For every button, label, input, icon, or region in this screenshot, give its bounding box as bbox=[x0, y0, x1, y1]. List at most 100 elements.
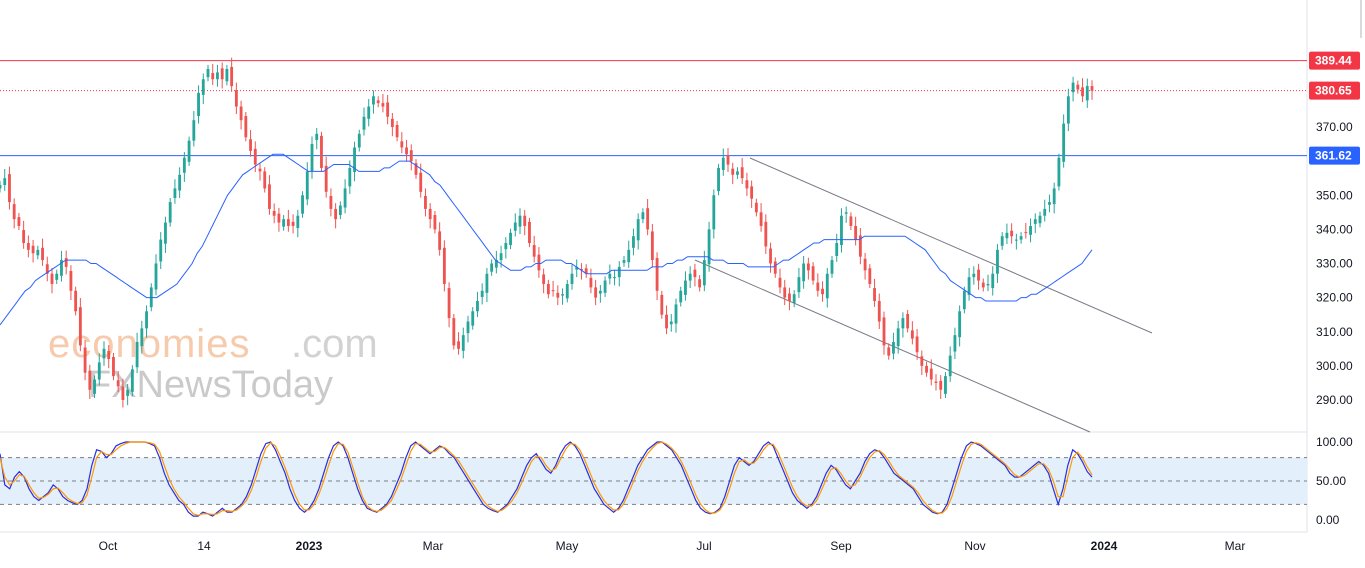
candle-body bbox=[50, 273, 54, 284]
candle-body bbox=[305, 171, 309, 200]
candle-body bbox=[603, 280, 607, 293]
candle-body bbox=[452, 318, 456, 346]
candle-body bbox=[882, 317, 886, 346]
candle-body bbox=[792, 294, 796, 304]
candle-body bbox=[0, 185, 2, 189]
candle-body bbox=[93, 379, 96, 394]
candle-body bbox=[863, 258, 867, 271]
candle-body bbox=[688, 273, 692, 281]
time-tick-label: Mar bbox=[423, 539, 444, 553]
candle-body bbox=[405, 147, 408, 155]
candle-body bbox=[102, 348, 106, 359]
candle-body bbox=[178, 174, 182, 191]
candle-body bbox=[721, 157, 725, 170]
candle-body bbox=[22, 230, 26, 244]
candle-body bbox=[991, 273, 995, 289]
candle-body bbox=[1085, 86, 1089, 101]
candle-body bbox=[778, 277, 782, 288]
candle-body bbox=[372, 96, 375, 105]
candle-body bbox=[565, 283, 569, 299]
candle-body bbox=[504, 243, 508, 250]
candle-body bbox=[556, 292, 560, 298]
candle-body bbox=[26, 243, 30, 250]
candle-body bbox=[1005, 232, 1009, 239]
candle-body bbox=[650, 231, 654, 261]
candle-body bbox=[499, 253, 503, 261]
candle-body bbox=[263, 171, 267, 189]
price-pane: 290.00 300.00 310.00 320.00 330.00 340.00 350.… bbox=[0, 51, 1360, 433]
candle-body bbox=[532, 245, 536, 257]
candle-body bbox=[1019, 236, 1023, 240]
price-tag bbox=[1309, 81, 1360, 100]
candle-body bbox=[660, 294, 664, 315]
candle-body bbox=[424, 195, 427, 209]
candle-body bbox=[589, 277, 593, 288]
candle-body bbox=[476, 301, 479, 312]
candle-body bbox=[764, 221, 768, 247]
price-tick-label: 330.00 bbox=[1316, 257, 1353, 271]
candle-body bbox=[641, 212, 645, 220]
candle-body bbox=[986, 283, 990, 286]
candle-body bbox=[712, 195, 716, 230]
candle-body bbox=[613, 277, 616, 279]
candle-body bbox=[164, 222, 167, 244]
channel-upper-line[interactable] bbox=[749, 157, 1153, 334]
candle-body bbox=[490, 263, 494, 272]
candle-body bbox=[1033, 219, 1037, 224]
candle-body bbox=[953, 335, 957, 352]
candle-body bbox=[173, 188, 177, 198]
candle-body bbox=[523, 215, 527, 226]
candle-body bbox=[948, 355, 952, 377]
time-tick-label: Jul bbox=[696, 539, 711, 553]
price-tick-label: 370.00 bbox=[1316, 120, 1353, 134]
candle-body bbox=[390, 118, 394, 127]
candle-body bbox=[925, 365, 928, 373]
candle-body bbox=[972, 273, 976, 278]
candle-body bbox=[939, 380, 943, 390]
candle-body bbox=[693, 269, 697, 278]
candle-body bbox=[958, 311, 962, 338]
time-tick-label: Sep bbox=[830, 539, 852, 553]
time-axis: Oct 14 2023 Mar May Jul Sep Nov 2024 Mar bbox=[99, 539, 1246, 553]
candle-body bbox=[343, 188, 347, 208]
candle-body bbox=[182, 157, 186, 173]
candle-body bbox=[528, 221, 531, 244]
candle-body bbox=[736, 171, 739, 175]
candle-body bbox=[584, 268, 588, 274]
candle-body bbox=[788, 293, 791, 302]
candle-body bbox=[381, 103, 385, 107]
price-tick-label: 350.00 bbox=[1316, 188, 1353, 202]
candle-body bbox=[1048, 202, 1051, 205]
candle-body bbox=[291, 221, 295, 226]
price-tag bbox=[1309, 51, 1360, 70]
candle-body bbox=[513, 222, 517, 231]
candle-body bbox=[726, 155, 730, 165]
candle-body bbox=[754, 202, 758, 213]
candle-body bbox=[835, 243, 839, 256]
candle-body bbox=[981, 282, 985, 288]
candle-body bbox=[1081, 87, 1084, 97]
candle-body bbox=[334, 208, 338, 220]
time-tick-label: Mar bbox=[1225, 539, 1246, 553]
time-tick-label: 2023 bbox=[296, 539, 323, 553]
candle-body bbox=[234, 90, 238, 107]
candle-body bbox=[594, 287, 598, 298]
candle-body bbox=[253, 148, 257, 165]
price-tag-label: 380.65 bbox=[1315, 84, 1352, 98]
candle-body bbox=[702, 260, 706, 286]
candle-body bbox=[962, 290, 966, 310]
candle-body bbox=[55, 273, 59, 280]
candle-body bbox=[745, 180, 749, 189]
candle-body bbox=[873, 288, 876, 302]
candle-body bbox=[409, 150, 413, 162]
candle-body bbox=[419, 172, 423, 192]
candle-body bbox=[461, 335, 465, 351]
candle-body bbox=[542, 274, 546, 284]
time-tick-label: 2024 bbox=[1091, 539, 1118, 553]
candle-body bbox=[121, 386, 125, 400]
candle-body bbox=[112, 357, 115, 377]
candle-body bbox=[561, 294, 564, 296]
candle-body bbox=[197, 92, 200, 117]
candle-body bbox=[1010, 230, 1014, 237]
stochastic-tick-label: 100.00 bbox=[1316, 435, 1353, 449]
